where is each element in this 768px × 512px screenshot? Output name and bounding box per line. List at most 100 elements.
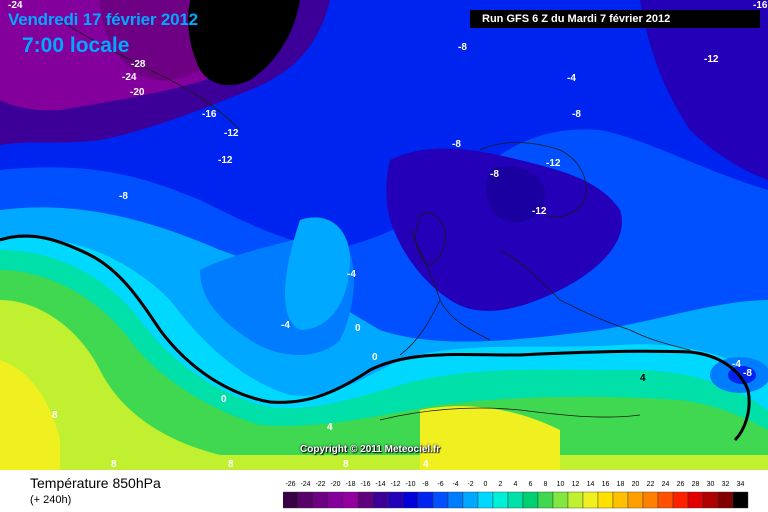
legend-swatch <box>522 491 539 509</box>
legend-tick-label: -12 <box>390 481 400 488</box>
legend-swatch <box>283 491 299 509</box>
legend-swatch <box>402 491 419 509</box>
isotherm-label: -12 <box>704 54 719 65</box>
coastline-scandinavia <box>479 142 587 218</box>
legend-swatch <box>732 491 749 509</box>
legend-tick-label: -26 <box>285 481 295 488</box>
isotherm-label: 8 <box>228 459 234 470</box>
legend-tick-label: 8 <box>544 481 548 488</box>
legend-swatch <box>327 491 344 509</box>
legend-swatch <box>657 491 674 509</box>
temperature-map: -24-28-24-20-16-12-12-8-8-4-8-8-8-12-12-… <box>0 0 768 470</box>
legend-swatch <box>297 491 314 509</box>
chart-title: Température 850hPa <box>30 475 161 491</box>
isotherm-label: -8 <box>452 139 461 150</box>
isotherm-label: -4 <box>732 359 741 370</box>
legend-tick-label: 24 <box>662 481 670 488</box>
legend-swatch <box>627 491 644 509</box>
legend-swatch <box>672 491 689 509</box>
legend-swatch <box>387 491 404 509</box>
legend-tick-label: 10 <box>557 481 565 488</box>
coastline-greenland <box>59 19 241 131</box>
copyright: Copyright © 2011 Meteociel.fr <box>300 444 441 455</box>
legend-tick-label: 20 <box>632 481 640 488</box>
legend-tick-label: 28 <box>692 481 700 488</box>
isotherm-label: 4 <box>423 459 429 470</box>
legend-tick-label: -16 <box>360 481 370 488</box>
legend-swatch <box>597 491 614 509</box>
legend-tick-label: 4 <box>514 481 518 488</box>
isotherm-label: -28 <box>131 59 146 70</box>
cold-pool-center <box>188 0 300 86</box>
isotherm-label: 4 <box>640 373 646 384</box>
legend-swatch <box>417 491 434 509</box>
legend-tick-label: 32 <box>722 481 730 488</box>
legend-swatch <box>687 491 704 509</box>
legend-tick-label: 16 <box>602 481 610 488</box>
isotherm-label: 8 <box>343 459 349 470</box>
legend-tick-label: 6 <box>529 481 533 488</box>
legend-swatch <box>567 491 584 509</box>
legend-tick-label: -10 <box>405 481 415 488</box>
color-scale-legend: -26 -24 -22 -20 -18 -16 -14 -12 -10 -8 -6 -4 -2 0 2 4 6 8… <box>283 481 749 509</box>
legend-tick-label: -24 <box>300 481 310 488</box>
legend-swatch <box>642 491 659 509</box>
isotherm-label: 4 <box>327 422 333 433</box>
legend-swatch <box>312 491 329 509</box>
footer: Température 850hPa (+ 240h) -26 -24 -22 -20… <box>0 470 768 512</box>
isotherm-label: 0 <box>221 394 227 405</box>
legend-swatch <box>492 491 509 509</box>
valid-time: 7:00 locale <box>22 34 130 57</box>
legend-tick-label: 12 <box>572 481 580 488</box>
isotherm-label: -12 <box>224 128 239 139</box>
isotherm-label: -8 <box>572 109 581 120</box>
isotherm-label: 0 <box>355 323 361 334</box>
isotherm-label: 0 <box>372 352 378 363</box>
cold-pool-northeast <box>640 0 768 180</box>
coastline-europe <box>399 229 691 356</box>
legend-swatch <box>537 491 554 509</box>
run-info: Run GFS 6 Z du Mardi 7 février 2012 <box>470 10 760 28</box>
legend-swatch <box>717 491 734 509</box>
isotherm-band-12 <box>0 360 60 470</box>
legend-tick-label: 18 <box>617 481 625 488</box>
legend-tick-label: -6 <box>437 481 443 488</box>
legend-swatch <box>612 491 629 509</box>
isotherm-band-4 <box>0 270 768 470</box>
legend-tick-label: -8 <box>422 481 428 488</box>
isotherm-label: -16 <box>753 0 768 11</box>
legend-swatch <box>357 491 374 509</box>
legend-tick-label: 2 <box>499 481 503 488</box>
legend-tick-label: 0 <box>484 481 488 488</box>
isotherm-label: -4 <box>281 320 290 331</box>
isotherm-label: 8 <box>111 459 117 470</box>
legend-tick-label: 30 <box>707 481 715 488</box>
isotherm-label: -8 <box>490 169 499 180</box>
isotherm-label: -20 <box>130 87 145 98</box>
isotherm-labels: -24-28-24-20-16-12-12-8-8-4-8-8-8-12-12-… <box>8 0 768 470</box>
legend-swatch <box>582 491 599 509</box>
atlantic-tongue-core <box>285 217 350 330</box>
isotherm-label: -8 <box>458 42 467 53</box>
isotherm-label: 8 <box>52 410 58 421</box>
legend-swatch <box>432 491 449 509</box>
coastline-africa <box>379 407 641 421</box>
legend-tick-label: 14 <box>587 481 595 488</box>
legend-tick-label: -22 <box>315 481 325 488</box>
legend-tick-label: -4 <box>452 481 458 488</box>
legend-swatch <box>342 491 359 509</box>
isotherm-label: -16 <box>202 109 217 120</box>
legend-tick-label: -2 <box>467 481 473 488</box>
cold-pool-edge <box>100 0 200 81</box>
legend-tick-label: 22 <box>647 481 655 488</box>
legend-tick-label: 26 <box>677 481 685 488</box>
legend-tick-label: -14 <box>375 481 385 488</box>
isotherm-label: -24 <box>122 72 137 83</box>
legend-tick-label: -20 <box>330 481 340 488</box>
legend-swatch <box>462 491 479 509</box>
legend-tick-label: -18 <box>345 481 355 488</box>
legend-tick-label: 34 <box>737 481 745 488</box>
isotherm-label: -4 <box>567 73 576 84</box>
isotherm-band-8 <box>0 300 768 470</box>
cold-core-europe <box>386 148 622 311</box>
